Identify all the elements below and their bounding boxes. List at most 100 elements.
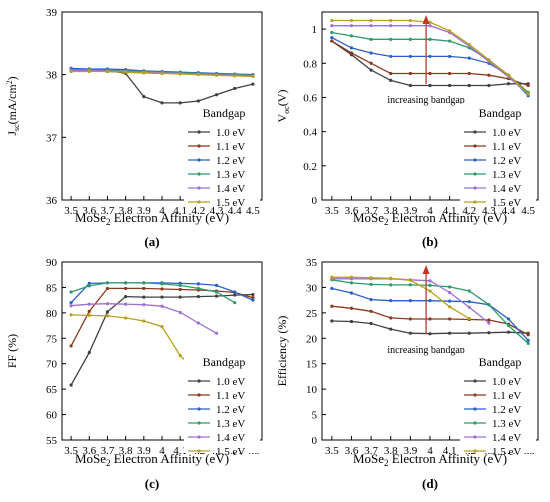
data-point <box>369 18 373 23</box>
data-point <box>526 338 530 342</box>
y-axis-label: Jsc(mA/cm2) <box>5 76 21 135</box>
y-tick-label: 38 <box>46 70 58 82</box>
increasing-bandgap-annotation: increasing bandgap <box>374 265 479 356</box>
data-point <box>389 37 393 41</box>
data-point <box>178 287 182 292</box>
legend-marker <box>473 421 477 425</box>
data-point <box>178 295 182 299</box>
arrow-head-icon <box>422 265 430 274</box>
x-axis-label-main: MoSe <box>75 451 106 466</box>
data-point <box>369 321 373 326</box>
x-tick-label: 4.1 <box>443 205 457 217</box>
panel-label: (c) <box>145 476 159 491</box>
x-tick-label: 4.1 <box>173 205 187 217</box>
data-point <box>526 341 530 345</box>
legend-title: Bandgap <box>203 106 246 120</box>
data-point <box>349 291 354 295</box>
legend-label: 1.5 eV <box>492 197 521 209</box>
legend-marker <box>473 144 477 148</box>
series-1-3-ev <box>69 281 237 305</box>
data-point <box>487 321 491 325</box>
legend-item: 1.5 eV <box>464 446 521 458</box>
data-point <box>448 290 452 295</box>
x-tick-label: 3.8 <box>384 445 398 457</box>
x-tick-label: 4.4 <box>502 205 516 217</box>
legend-title: Bandgap <box>203 355 246 369</box>
data-point <box>330 304 334 308</box>
data-point <box>160 324 164 329</box>
y-tick-label: 65 <box>46 384 58 396</box>
legend-item: 1.0 eV <box>464 127 521 139</box>
series-1-5-ev <box>69 313 200 375</box>
data-point <box>124 70 128 74</box>
data-point <box>408 283 412 287</box>
data-point <box>251 74 255 79</box>
legend-marker <box>473 393 477 397</box>
legend-label: 1.2 eV <box>492 155 521 167</box>
series-1-5-ev <box>69 69 255 79</box>
y-axis-label-main: V <box>275 113 289 122</box>
x-tick-label: 3.7 <box>364 445 378 457</box>
y-tick-label: 10 <box>306 384 318 396</box>
y-tick-label: 5 <box>312 410 318 422</box>
x-tick-label: 3.6 <box>345 445 359 457</box>
legend-label: 1.0 eV <box>492 127 521 139</box>
legend-label: 1.1 eV <box>216 141 245 153</box>
increasing-bandgap-annotation: increasing bandgap <box>374 15 479 106</box>
x-axis-label-sub: 2 <box>106 217 111 227</box>
legend-background <box>184 353 260 453</box>
data-point <box>487 331 491 335</box>
data-point <box>251 296 255 300</box>
data-point <box>487 303 491 307</box>
data-point <box>428 332 432 336</box>
data-point <box>196 99 200 103</box>
data-point <box>408 83 412 88</box>
data-point <box>389 276 393 280</box>
data-point <box>196 73 200 77</box>
data-point <box>448 331 452 335</box>
legend-marker <box>197 449 201 453</box>
data-point <box>428 317 432 321</box>
data-point <box>448 54 452 59</box>
legend-label: 1.1 eV <box>216 390 245 402</box>
panel-d: 051015202530353.53.63.73.83.944.14.24.34… <box>275 257 539 491</box>
data-point <box>178 72 182 76</box>
data-point <box>142 286 146 291</box>
data-point <box>214 283 219 287</box>
data-point <box>467 300 471 304</box>
y-tick-label: 1 <box>312 24 318 36</box>
data-point <box>349 34 354 38</box>
x-tick-label: 3.9 <box>403 205 417 217</box>
x-tick-label: 4 <box>427 445 433 457</box>
data-point <box>389 54 393 59</box>
legend-item: 1.4 eV <box>188 432 245 444</box>
data-point <box>467 83 471 88</box>
legend-title: Bandgap <box>479 355 522 369</box>
y-axis-label-main: J <box>5 131 19 136</box>
data-point <box>389 283 393 287</box>
x-tick-label: 4.2 <box>191 205 205 217</box>
legend-item: 1.5 eV <box>188 197 245 209</box>
data-point <box>408 37 412 41</box>
panel-a: 36 37 38 39 3.5 3.6 3.7 3.8 3.9 4 4.1 4.2 4.3 4.4 4.5 M… <box>5 7 263 249</box>
x-tick-label: 4 <box>427 205 433 217</box>
data-point <box>214 294 219 298</box>
data-point <box>160 282 164 286</box>
y-tick-label: 15 <box>306 359 318 371</box>
y-axis-label-close: ) <box>5 76 19 80</box>
y-axis-label-sub: oc <box>282 106 291 114</box>
x-axis-label-rest: Electron Affinity (eV) <box>389 210 508 225</box>
data-point <box>178 101 182 105</box>
legend-item: 1.2 eV <box>188 155 245 167</box>
y-tick-label: 0 <box>312 435 318 447</box>
data-point <box>105 69 110 74</box>
y-tick-label: 60 <box>46 410 58 422</box>
data-point <box>124 316 128 320</box>
data-point <box>408 71 412 76</box>
y-tick-label: 75 <box>46 333 58 345</box>
data-point <box>369 309 373 313</box>
data-point <box>69 344 73 348</box>
x-tick-label: 3.5 <box>325 205 339 217</box>
y-axis-label: Efficiency (%) <box>275 316 289 387</box>
series-line <box>331 40 529 87</box>
